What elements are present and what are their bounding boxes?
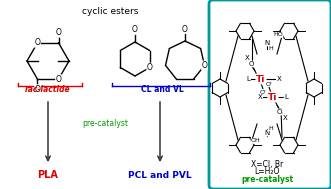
Text: PCL and PVL: PCL and PVL xyxy=(128,170,192,180)
Text: O: O xyxy=(56,75,62,84)
Text: L: L xyxy=(284,94,288,100)
Text: O': O' xyxy=(265,81,272,87)
Text: O: O xyxy=(276,109,282,115)
Text: X=Cl, Br: X=Cl, Br xyxy=(251,160,283,169)
Text: O: O xyxy=(182,25,188,33)
Text: N: N xyxy=(264,130,270,136)
Text: N: N xyxy=(264,40,270,46)
Text: O: O xyxy=(34,38,40,47)
Text: PLA: PLA xyxy=(37,170,59,180)
Text: L: L xyxy=(246,76,250,82)
Text: O: O xyxy=(147,63,153,72)
Text: H: H xyxy=(269,46,273,50)
Text: rac-lactide: rac-lactide xyxy=(25,85,71,94)
FancyBboxPatch shape xyxy=(209,0,331,189)
Text: CL and VL: CL and VL xyxy=(141,85,183,94)
Text: O: O xyxy=(202,61,208,70)
Text: X: X xyxy=(277,76,281,82)
Text: O: O xyxy=(132,26,138,35)
Text: O: O xyxy=(56,28,62,37)
Text: Ti: Ti xyxy=(268,92,278,101)
Text: X: X xyxy=(245,55,249,61)
Text: X: X xyxy=(258,94,262,100)
Text: O: O xyxy=(248,61,254,67)
Text: O': O' xyxy=(260,90,266,94)
Text: O: O xyxy=(34,85,40,94)
Text: X: X xyxy=(283,115,287,121)
Text: H: H xyxy=(269,125,273,130)
Text: OH: OH xyxy=(251,139,261,143)
Text: L=H₂O: L=H₂O xyxy=(254,167,280,177)
Text: pre-catalyst: pre-catalyst xyxy=(241,176,293,184)
Text: Ti: Ti xyxy=(256,74,266,84)
Text: pre-catalyst: pre-catalyst xyxy=(82,119,128,129)
Text: HO: HO xyxy=(273,33,283,37)
Text: cyclic esters: cyclic esters xyxy=(82,7,138,16)
